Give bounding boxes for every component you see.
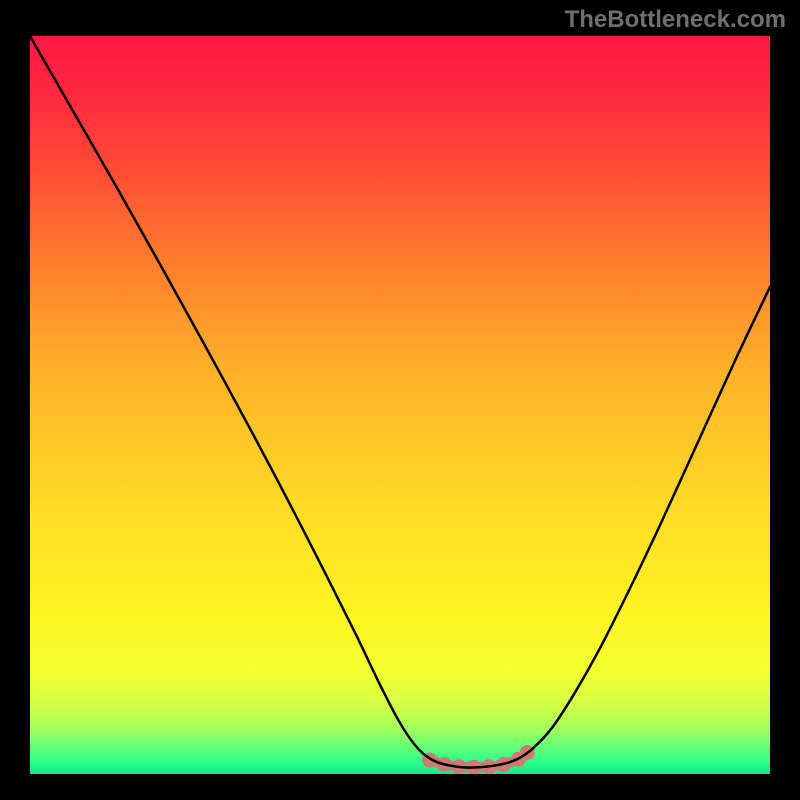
watermark-text: TheBottleneck.com (565, 6, 786, 34)
plot-area (30, 36, 770, 774)
chart-frame: TheBottleneck.com (0, 0, 800, 800)
bottleneck-curve (30, 36, 770, 768)
curve-layer (30, 36, 770, 774)
